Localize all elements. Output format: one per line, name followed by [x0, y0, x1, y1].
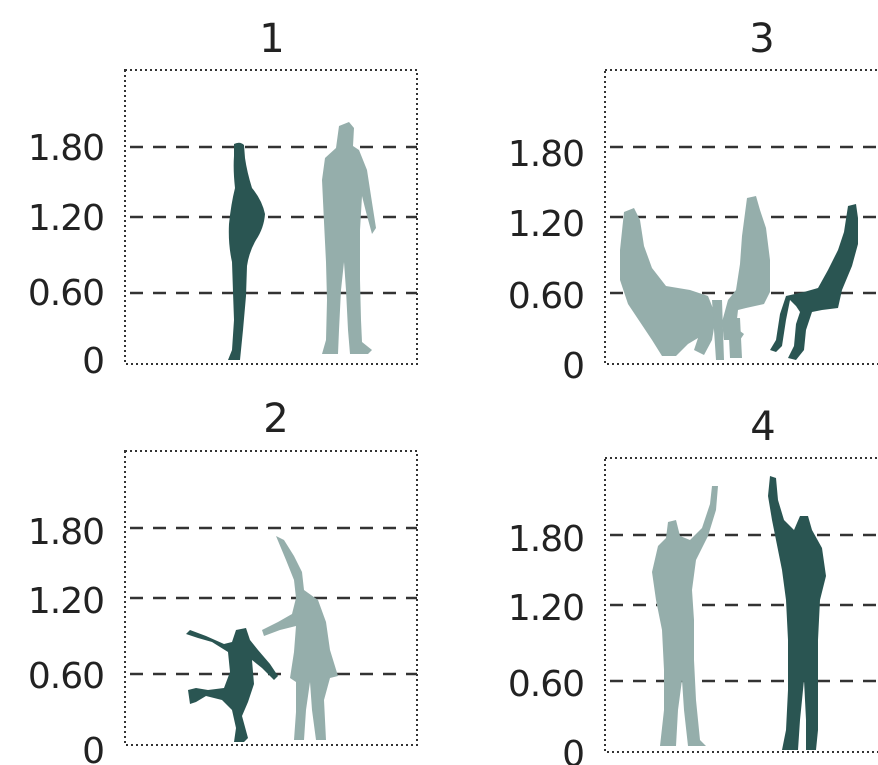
light-adult-figure — [262, 536, 338, 740]
tick-label-1.80: 1.80 — [508, 519, 584, 560]
tick-label-1.20: 1.20 — [28, 581, 104, 622]
panel-3-title: 3 — [749, 16, 774, 62]
light-chair — [712, 300, 742, 360]
tick-label-0.60: 0.60 — [28, 273, 104, 314]
tick-label-0.60: 0.60 — [508, 664, 584, 705]
tick-label-1.20: 1.20 — [28, 198, 104, 239]
panel-4: 4 0 0.60 1.20 1.80 — [508, 404, 878, 765]
tick-label-1.80: 1.80 — [28, 512, 104, 553]
dark-child-figure — [186, 628, 278, 742]
tick-label-0: 0 — [82, 731, 104, 765]
dark-reaching-figure — [768, 476, 826, 750]
dark-figure — [228, 142, 265, 360]
panel-4-title: 4 — [750, 404, 775, 450]
panel-2-frame — [124, 450, 418, 746]
panel-1-frame — [124, 69, 418, 365]
panel-4-frame — [604, 457, 878, 753]
panel-2: 2 0 0.60 1.20 1.80 — [28, 396, 418, 765]
dark-seated-person — [770, 204, 858, 360]
tick-label-0.60: 0.60 — [28, 656, 104, 697]
panel-1-title: 1 — [259, 16, 284, 62]
tick-label-1.80: 1.80 — [508, 134, 584, 175]
tick-label-1.80: 1.80 — [28, 128, 104, 169]
tick-label-0: 0 — [562, 734, 584, 765]
tick-label-1.20: 1.20 — [508, 204, 584, 245]
panel-3-frame — [604, 69, 878, 365]
light-reaching-figure — [652, 486, 718, 746]
tick-label-0: 0 — [82, 341, 104, 382]
tick-label-0.60: 0.60 — [508, 276, 584, 317]
panel-2-title: 2 — [263, 396, 288, 442]
panel-3: 3 0 0.60 1.20 1.80 — [508, 16, 878, 387]
light-seated-person — [620, 208, 716, 356]
tick-label-1.20: 1.20 — [508, 588, 584, 629]
tick-label-0: 0 — [562, 346, 584, 387]
light-seated-person — [722, 196, 770, 340]
panel-1: 1 0 0.60 1.20 1.80 — [28, 16, 418, 382]
light-figure — [322, 122, 376, 354]
